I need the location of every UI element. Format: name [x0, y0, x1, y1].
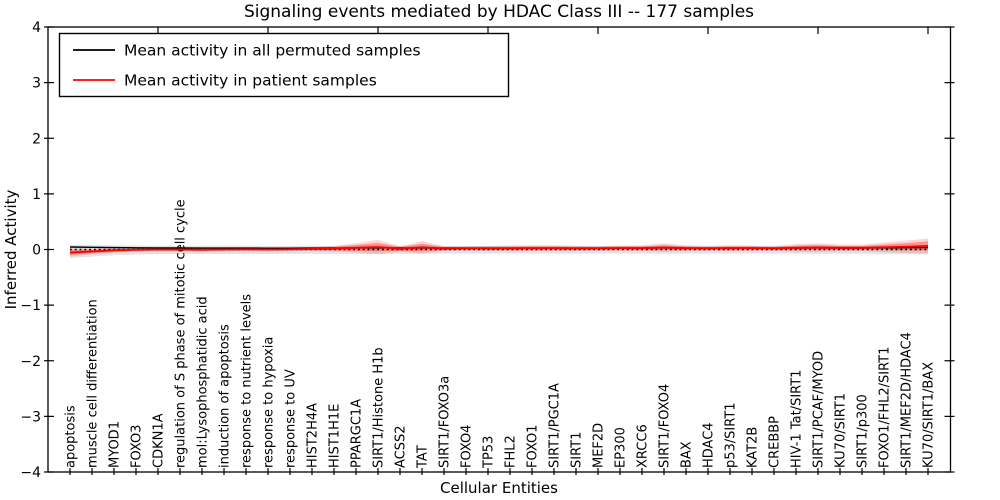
- x-tick-label: SIRT1/FOXO3a: [438, 376, 453, 468]
- x-tick-label: KAT2B: [746, 427, 761, 468]
- x-tick-label: muscle cell differentiation: [86, 299, 101, 468]
- plot-area: [69, 238, 929, 259]
- x-tick-label: regulation of S phase of mitotic cell cy…: [174, 199, 189, 468]
- x-tick-label: MEF2D: [592, 423, 607, 468]
- y-tick-label: 3: [32, 76, 41, 92]
- x-tick-label: SIRT1/p300: [856, 394, 871, 468]
- chart-title: Signaling events mediated by HDAC Class …: [244, 2, 754, 22]
- x-tick-label: ACSS2: [394, 425, 409, 468]
- legend: Mean activity in all permuted samples Me…: [58, 32, 510, 98]
- x-tick-label: FOXO1/FHL2/SIRT1: [878, 347, 893, 468]
- x-tick-label: mol:Lysophosphatidic acid: [196, 296, 211, 468]
- x-tick-label: SIRT1/FOXO4: [658, 384, 673, 468]
- x-tick-label: CREBBP: [768, 416, 783, 468]
- x-tick-label: HDAC4: [702, 422, 717, 468]
- y-tick-label: −2: [20, 354, 41, 370]
- y-tick-label: 2: [32, 131, 41, 147]
- x-tick-label: SIRT1/MEF2D/HDAC4: [900, 332, 915, 468]
- y-tick-label: 4: [32, 20, 41, 36]
- x-tick-label: EP300: [614, 427, 629, 468]
- legend-box: [58, 32, 510, 98]
- x-tick-label: HIST1H1E: [328, 404, 343, 468]
- x-tick-label: apoptosis: [64, 405, 79, 468]
- x-tick-label: XRCC6: [636, 424, 651, 468]
- patient-mean-line: [69, 244, 929, 254]
- y-tick-label: −4: [20, 465, 41, 481]
- x-axis-label: Cellular Entities: [440, 479, 558, 497]
- x-tick-label: response to UV: [284, 369, 299, 468]
- x-tick-label: FOXO1: [526, 425, 541, 468]
- x-tick-label: TAT: [416, 445, 431, 469]
- y-tick-label: −1: [20, 298, 41, 314]
- x-tick-label: SIRT1: [570, 432, 585, 468]
- x-tick-label: SIRT1/PCAF/MYOD: [812, 351, 827, 468]
- legend-label-permuted: Mean activity in all permuted samples: [124, 42, 421, 60]
- axes: 4 3 2 1 0 −1 −2 −3 −4: [20, 20, 955, 481]
- legend-label-patient: Mean activity in patient samples: [124, 72, 377, 90]
- x-tick-label: FOXO4: [460, 425, 475, 468]
- x-tick-label: p53/SIRT1: [724, 402, 739, 468]
- x-tick-label: FHL2: [504, 435, 519, 468]
- x-tick-label: CDKN1A: [152, 413, 167, 468]
- patient-band-outer: [70, 238, 928, 257]
- y-tick-label: 1: [32, 187, 41, 203]
- y-axis-label: Inferred Activity: [2, 189, 20, 309]
- x-tick-labels: apoptosis muscle cell differentiation MYOD…: [64, 199, 937, 469]
- x-tick-label: HIST2H4A: [306, 403, 321, 468]
- x-tick-label: TP53: [482, 436, 497, 469]
- x-tick-label: KU70/SIRT1/BAX: [922, 362, 937, 468]
- x-tick-label: BAX: [680, 441, 695, 468]
- x-tick-label: FOXO3: [130, 425, 145, 468]
- x-tick-label: HIV-1 Tat/SIRT1: [790, 370, 805, 468]
- x-tick-label: SIRT1/Histone H1b: [372, 347, 387, 468]
- x-tick-label: KU70/SIRT1: [834, 393, 849, 468]
- x-tick-label: MYOD1: [108, 421, 123, 468]
- x-tick-label: PPARGC1A: [350, 399, 365, 468]
- x-tick-label: SIRT1/PGC1A: [548, 383, 563, 468]
- x-tick-label: induction of apoptosis: [218, 324, 233, 468]
- y-tick-label: 0: [32, 243, 41, 259]
- x-tick-label: response to hypoxia: [262, 337, 277, 468]
- y-tick-label: −3: [20, 409, 41, 425]
- x-tick-label: response to nutrient levels: [240, 294, 255, 468]
